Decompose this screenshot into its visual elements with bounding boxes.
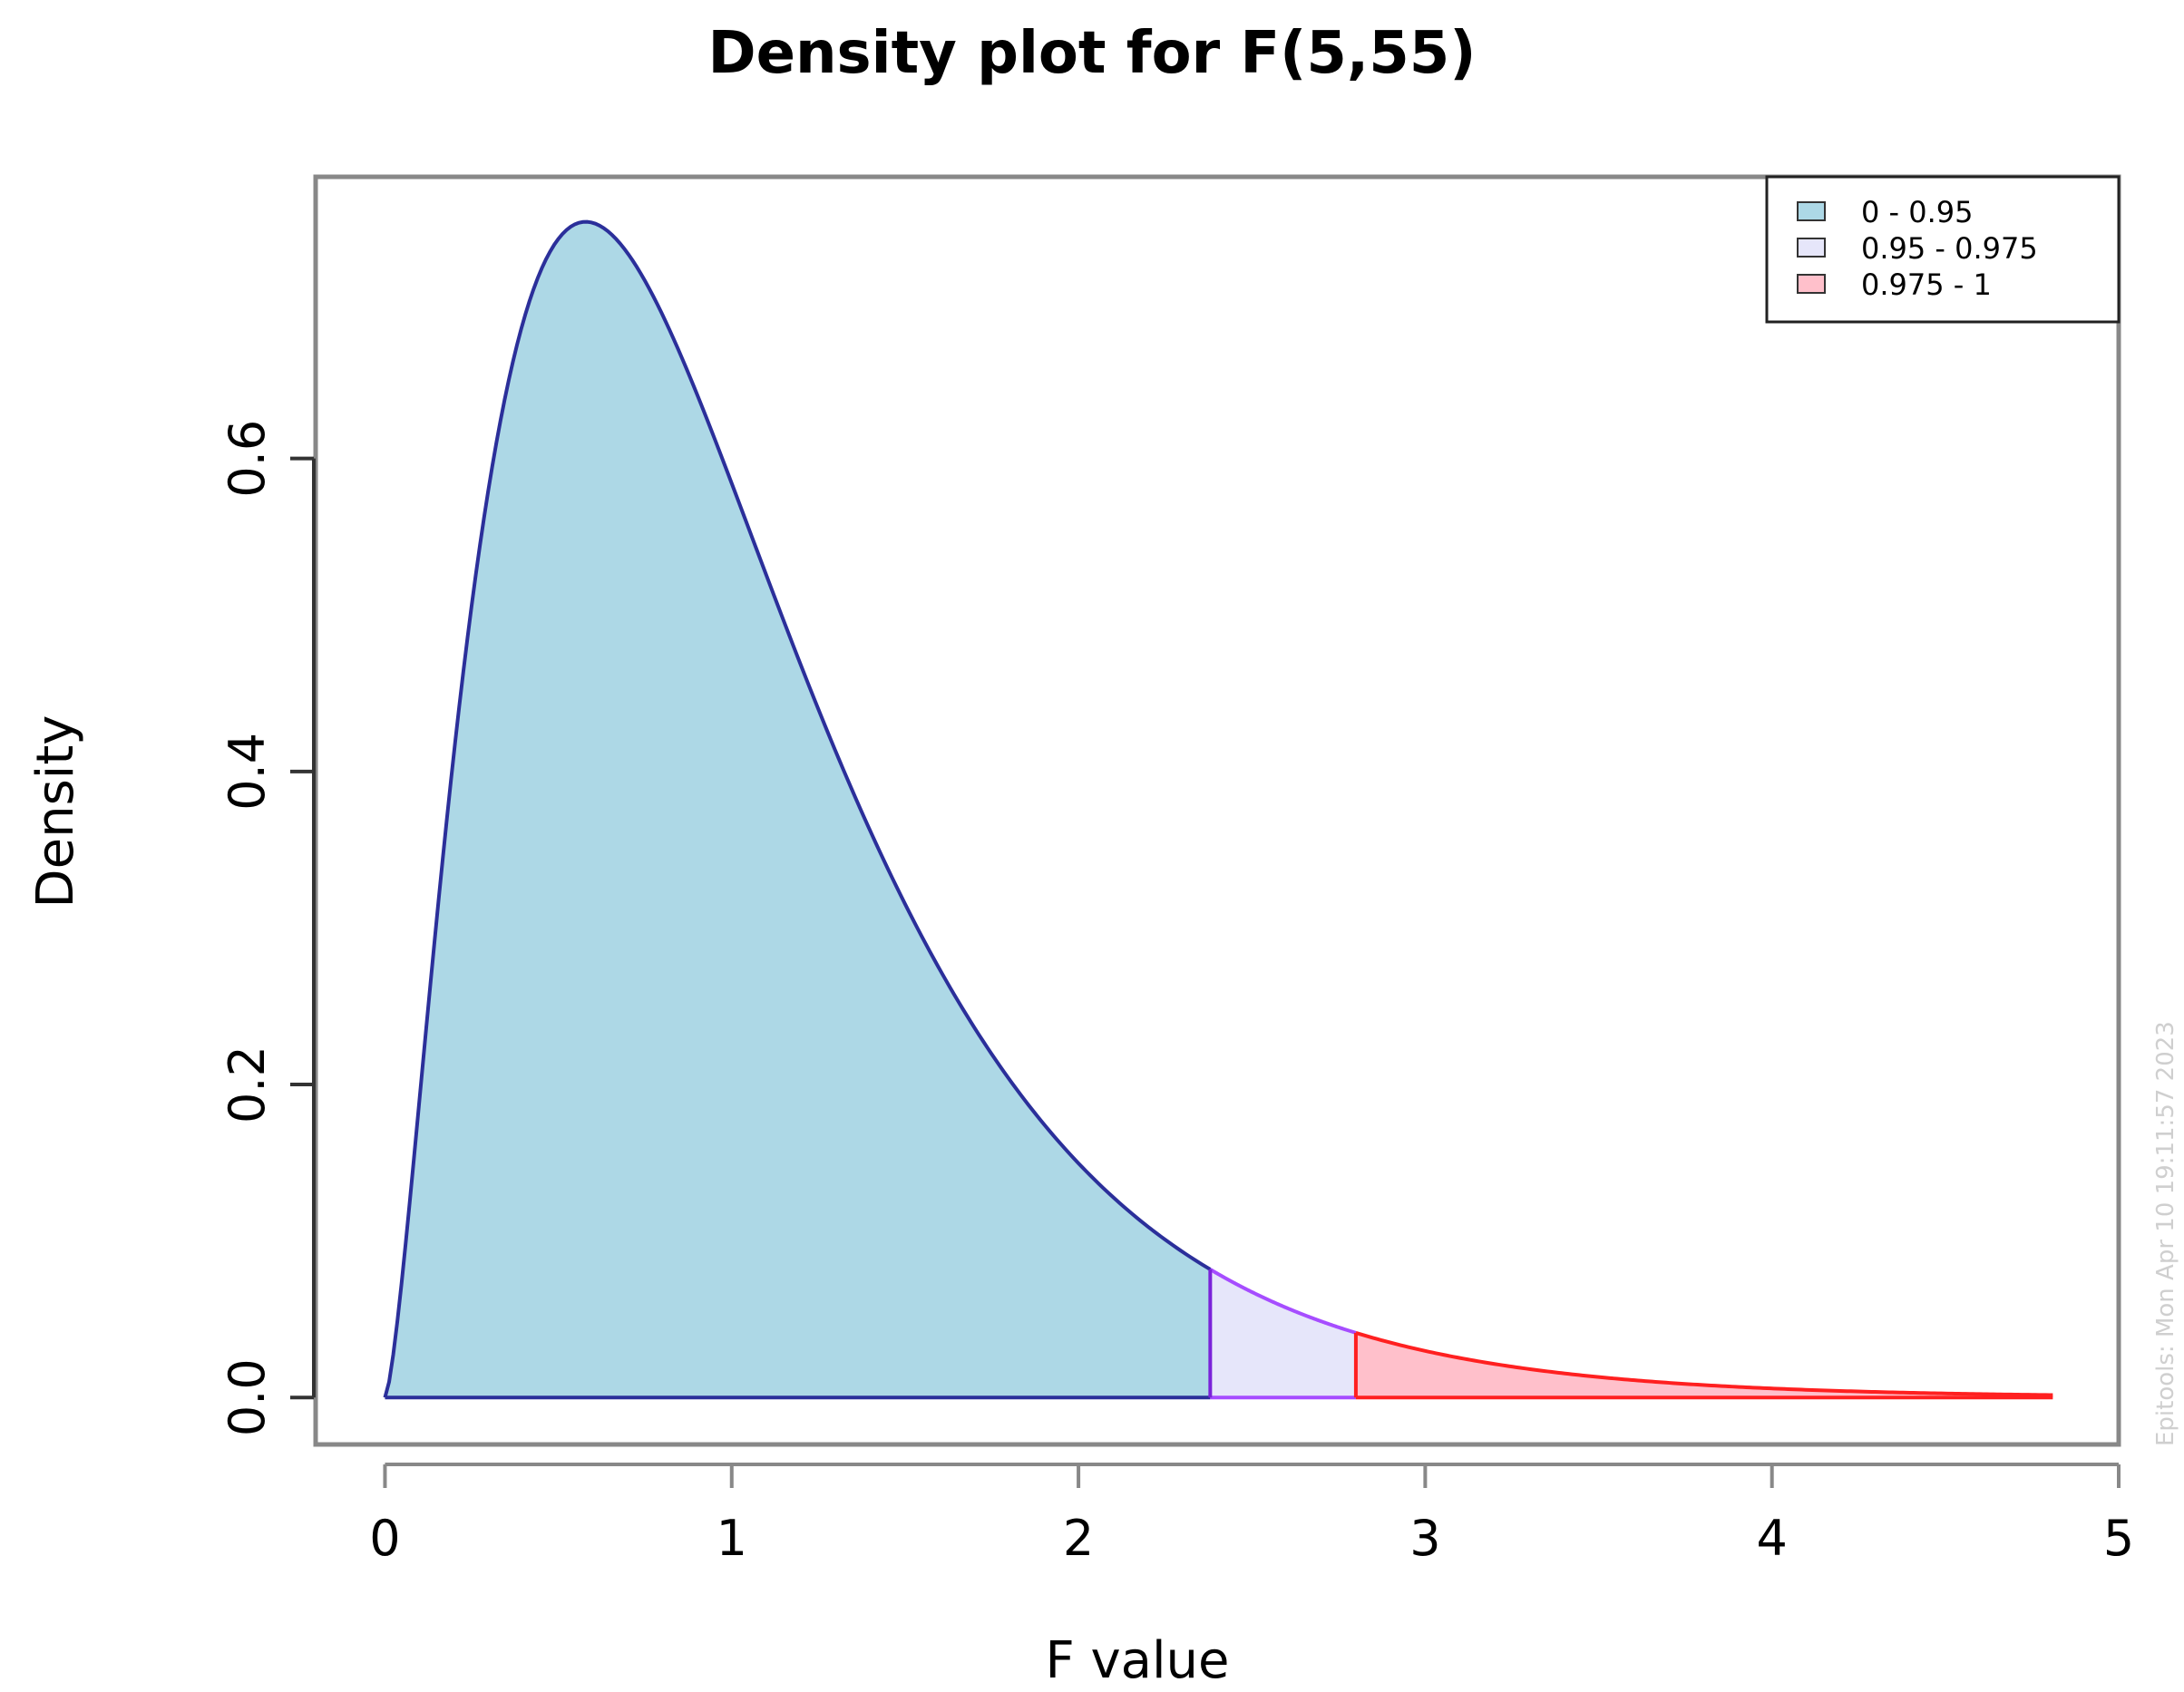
- chart-title: Density plot for F(5,55): [707, 20, 1476, 87]
- density-curve-segment-1: [383, 219, 1212, 1398]
- region-area-2: [1210, 1269, 1356, 1398]
- y-axis: 0.0 0.2 0.4 0.6: [219, 420, 316, 1436]
- legend-swatch-3: [1797, 274, 1826, 294]
- x-axis-label: F value: [1046, 1631, 1230, 1690]
- region-area-1: [385, 221, 1211, 1398]
- legend-swatch-2: [1797, 238, 1826, 258]
- x-tick-label: 0: [369, 1510, 400, 1567]
- y-tick-label: 0.4: [219, 733, 276, 811]
- legend-label-3: 0.975 - 1: [1861, 267, 1992, 302]
- x-tick-label: 5: [2103, 1510, 2134, 1567]
- y-tick-label: 0.6: [219, 420, 276, 498]
- legend-swatch-1: [1797, 201, 1826, 221]
- watermark: Epitools: Mon Apr 10 19:11:57 2023: [2152, 1021, 2179, 1446]
- plot-area: [383, 219, 2053, 1400]
- y-axis-label: Density: [26, 715, 85, 909]
- x-axis: 0 1 2 3 4 5: [369, 1463, 2134, 1567]
- legend-label-1: 0 - 0.95: [1861, 195, 1974, 229]
- density-curve-segment-2: [1209, 1268, 1357, 1335]
- x-tick-label: 3: [1409, 1510, 1440, 1567]
- region-area-3: [1355, 1332, 2053, 1398]
- x-tick-label: 4: [1757, 1510, 1788, 1567]
- x-tick-label: 2: [1063, 1510, 1094, 1567]
- y-tick-label: 0.0: [219, 1358, 276, 1436]
- legend-label-2: 0.95 - 0.975: [1861, 231, 2038, 266]
- y-tick-label: 0.2: [219, 1045, 276, 1123]
- x-tick-label: 1: [717, 1510, 747, 1567]
- density-curve-segment-3: [1355, 1330, 2053, 1397]
